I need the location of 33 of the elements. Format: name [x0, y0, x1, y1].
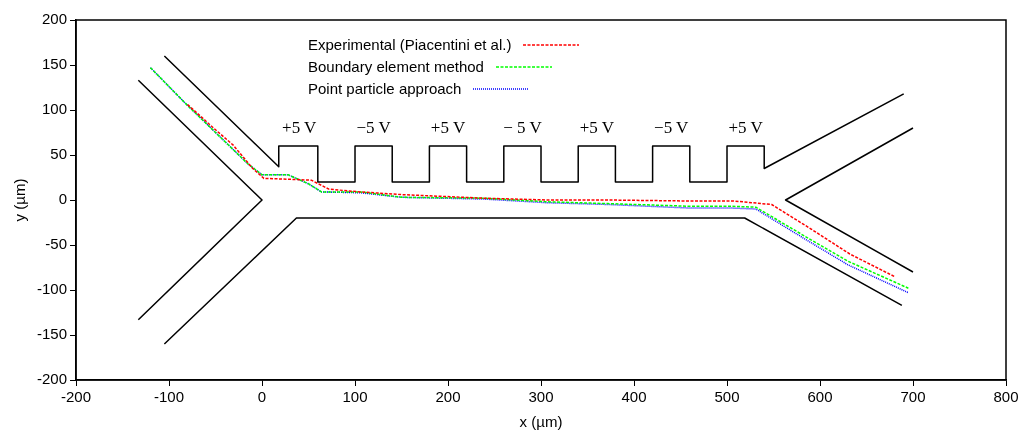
annotation: +5 V	[579, 117, 615, 137]
legend-label: Experimental (Piacentini et al.)	[308, 36, 512, 53]
y-tick-label: 50	[50, 145, 68, 163]
annotation: −5 V	[654, 117, 690, 137]
y-tick-label: -150	[36, 325, 68, 343]
y-axis-title: y (µm)	[11, 178, 29, 222]
x-tick-label: 800	[993, 388, 1019, 406]
y-tick-label: -200	[36, 370, 68, 388]
x-tick-label: 200	[435, 388, 461, 406]
x-axis-title: x (µm)	[519, 413, 563, 431]
x-tick-label: 400	[621, 388, 647, 406]
y-tick-label: 200	[41, 10, 68, 28]
annotation: +5 V	[430, 117, 466, 137]
x-tick-label: 100	[342, 388, 368, 406]
x-tick-label: 300	[528, 388, 554, 406]
annotation: +5 V	[282, 117, 318, 137]
legend-label: Boundary element method	[308, 58, 484, 75]
line-series	[186, 103, 896, 278]
x-tick-label: 700	[900, 388, 926, 406]
annotation: +5 V	[728, 117, 764, 137]
annotation: − 5 V	[503, 117, 543, 137]
x-tick-label: 600	[807, 388, 833, 406]
legend-label: Point particle approach	[308, 80, 462, 97]
y-tick-label: 150	[41, 55, 68, 73]
x-tick-label: -200	[61, 388, 92, 406]
x-tick-label: -100	[154, 388, 185, 406]
annotation: −5 V	[356, 117, 392, 137]
y-tick-label: 0	[58, 190, 68, 208]
y-tick-label: -50	[45, 235, 68, 253]
x-tick-label: 0	[257, 388, 267, 406]
x-tick-label: 500	[714, 388, 740, 406]
y-tick-label: -100	[36, 280, 68, 298]
y-tick-label: 100	[41, 100, 68, 118]
